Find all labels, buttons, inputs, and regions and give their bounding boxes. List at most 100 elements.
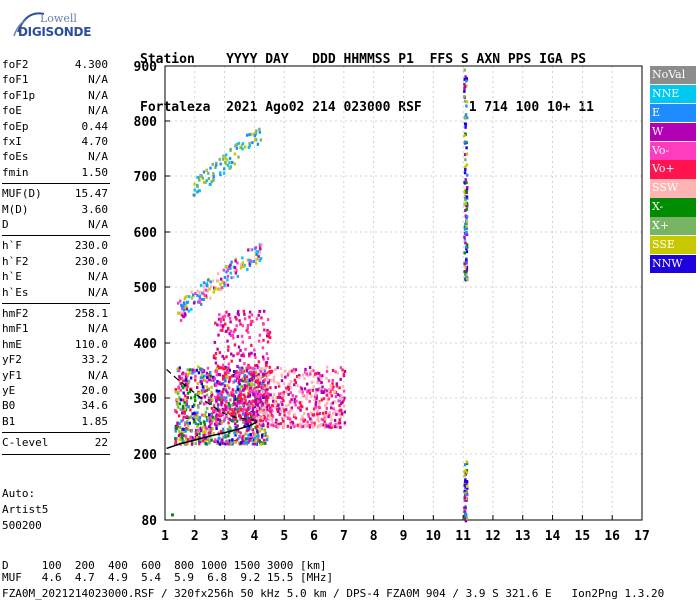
data-point xyxy=(248,352,251,356)
data-point xyxy=(463,262,466,266)
data-point xyxy=(187,309,191,313)
data-point xyxy=(218,418,222,422)
data-point xyxy=(319,377,323,381)
data-point xyxy=(187,373,190,377)
data-point xyxy=(257,399,260,403)
data-point xyxy=(266,331,269,334)
data-point xyxy=(182,398,185,402)
data-point xyxy=(255,253,259,257)
data-point xyxy=(212,175,215,178)
data-point xyxy=(230,276,233,280)
data-point xyxy=(339,397,342,400)
data-point xyxy=(258,439,261,443)
data-point xyxy=(339,425,342,429)
data-point xyxy=(463,89,466,93)
data-point xyxy=(179,299,182,303)
param-value: 230.0 xyxy=(74,254,108,268)
data-point xyxy=(221,366,224,370)
data-point xyxy=(227,345,230,349)
data-point xyxy=(233,431,237,435)
data-point xyxy=(305,372,308,376)
data-point xyxy=(223,275,227,279)
data-point xyxy=(330,418,333,422)
data-point xyxy=(317,405,320,409)
distance-row: D 100 200 400 600 800 1000 1500 3000 [km… xyxy=(2,559,327,572)
param-name: D xyxy=(2,218,9,231)
data-point xyxy=(289,382,292,386)
data-point xyxy=(308,399,311,403)
data-point xyxy=(239,368,242,372)
data-point xyxy=(226,283,230,287)
digisonde-logo-icon xyxy=(13,12,45,37)
data-point xyxy=(236,430,240,433)
param-value: 230.0 xyxy=(74,239,108,253)
legend-item-voplus: Vo+ xyxy=(650,160,696,179)
data-point xyxy=(268,330,272,334)
data-point xyxy=(274,385,277,389)
data-point xyxy=(196,414,199,418)
param-row: h`E N/A xyxy=(2,270,108,284)
data-point xyxy=(464,168,467,172)
data-point xyxy=(305,396,308,400)
data-point xyxy=(230,393,233,397)
data-point xyxy=(223,384,226,388)
param-row: hmF2 258.1 xyxy=(2,307,108,321)
profile-dashed-curve xyxy=(166,368,258,421)
data-point xyxy=(239,406,242,410)
data-point xyxy=(281,407,284,411)
data-point xyxy=(232,354,235,358)
data-point xyxy=(298,406,301,410)
data-point xyxy=(244,422,247,426)
data-point xyxy=(315,397,318,401)
data-point xyxy=(465,273,468,277)
data-point xyxy=(236,419,239,423)
data-point xyxy=(312,413,315,417)
param-row: foF1p N/A xyxy=(2,89,108,103)
data-point xyxy=(186,396,189,400)
data-point xyxy=(216,364,220,368)
data-point xyxy=(202,170,206,174)
data-point xyxy=(242,379,245,383)
data-point xyxy=(262,390,265,394)
param-name: fmin xyxy=(2,165,29,179)
data-point xyxy=(301,393,304,397)
data-point xyxy=(180,376,184,380)
data-point xyxy=(220,286,224,290)
data-point xyxy=(208,413,211,417)
data-point xyxy=(202,281,206,285)
data-point xyxy=(207,417,210,421)
data-point xyxy=(224,374,228,378)
data-point xyxy=(230,413,233,417)
data-point xyxy=(182,391,185,395)
data-point xyxy=(247,363,250,367)
data-point xyxy=(199,429,203,433)
data-point xyxy=(320,391,323,394)
data-point xyxy=(463,510,466,513)
data-point xyxy=(210,390,213,394)
data-point xyxy=(216,381,219,385)
data-point xyxy=(267,403,270,407)
data-point xyxy=(232,380,235,384)
param-value: N/A xyxy=(88,73,108,87)
data-point xyxy=(220,393,223,397)
data-point xyxy=(225,396,228,400)
data-point xyxy=(243,362,246,366)
data-point xyxy=(197,365,200,369)
data-point xyxy=(335,424,338,428)
data-point xyxy=(248,393,252,397)
data-point xyxy=(240,353,243,357)
data-point xyxy=(254,355,257,359)
data-point xyxy=(216,396,220,400)
data-point xyxy=(190,442,194,446)
x-tick-label: 12 xyxy=(485,529,501,544)
data-point xyxy=(178,402,181,406)
data-point xyxy=(265,410,268,414)
data-point xyxy=(241,142,245,146)
data-point xyxy=(211,419,214,423)
data-point xyxy=(234,375,237,379)
data-point xyxy=(206,289,209,293)
data-point xyxy=(258,127,261,131)
data-point xyxy=(465,265,469,269)
param-value: 4.300 xyxy=(74,58,108,71)
data-point xyxy=(185,382,188,386)
